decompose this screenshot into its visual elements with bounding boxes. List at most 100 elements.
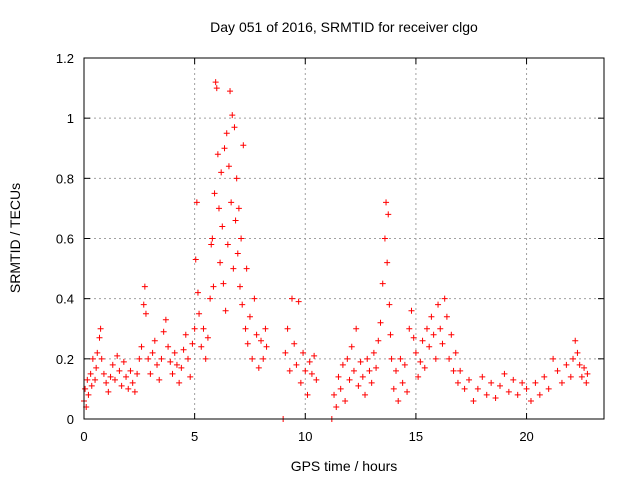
data-point [233,175,240,182]
data-point [450,367,457,374]
y-tick-label: 1 [67,111,74,126]
data-point [123,373,130,380]
x-tick-label: 10 [298,429,312,444]
data-point [432,355,439,362]
data-point [567,373,574,380]
data-point [160,328,167,335]
data-point [295,298,302,305]
data-point [180,346,187,353]
data-point [563,361,570,368]
data-point [145,355,152,362]
data-point [308,370,315,377]
data-point [578,373,585,380]
data-point [194,289,201,296]
data-point [246,313,253,320]
data-point [505,388,512,395]
data-point [255,364,262,371]
y-tick-label: 0 [67,412,74,427]
data-points [81,79,591,422]
data-point [87,370,94,377]
data-point [532,379,539,386]
x-tick-label: 0 [80,429,87,444]
data-point [448,331,455,338]
data-point [154,361,161,368]
data-point [415,373,422,380]
data-point [200,325,207,332]
data-point [263,343,270,350]
data-point [454,379,461,386]
data-point [466,376,473,383]
data-point [457,367,464,374]
data-point [335,373,342,380]
data-point [105,388,112,395]
data-point [381,235,388,242]
x-axis-label: GPS time / hours [291,458,398,474]
data-point [426,343,433,350]
data-point [227,88,234,95]
data-point [492,394,499,401]
grid-lines [84,58,604,419]
data-point [306,358,313,365]
data-point [435,301,442,308]
data-point [214,151,221,158]
data-point [220,280,227,287]
data-point [88,382,95,389]
data-point [158,355,165,362]
data-point [235,205,242,212]
data-point [82,385,89,392]
data-point [574,349,581,356]
data-point [234,250,241,257]
data-point [129,379,136,386]
data-point [289,295,295,302]
data-point [240,142,247,149]
data-point [230,265,237,272]
data-point [192,256,199,263]
data-point [583,379,590,386]
data-point [193,199,200,206]
data-point [461,385,468,392]
data-point [446,355,453,362]
data-point [419,337,426,344]
data-point [399,379,406,386]
data-point [362,391,369,398]
data-point [313,376,320,383]
data-point [209,235,216,242]
data-point [231,124,238,131]
data-point [125,385,132,392]
data-point [151,337,158,344]
data-point [408,307,415,314]
data-point [239,301,246,308]
data-point [576,361,583,368]
data-point [103,379,110,386]
data-point [527,397,534,404]
data-point [348,343,355,350]
data-point [171,349,178,356]
data-point [385,211,392,218]
data-point [297,379,304,386]
data-point [136,355,143,362]
data-point [232,217,239,224]
data-point [284,325,291,332]
data-point [366,367,373,374]
data-point [488,379,495,386]
data-point [368,379,375,386]
data-point [395,397,402,404]
data-point [479,373,486,380]
data-point [111,376,118,383]
data-point [210,283,217,290]
data-point [401,361,408,368]
data-point [357,358,364,365]
data-point [228,199,235,206]
y-tick-label: 0.8 [56,171,74,186]
data-point [293,361,300,368]
data-point [386,301,393,308]
data-point [501,370,508,377]
data-point [196,310,203,317]
data-point [223,130,230,137]
data-point [437,325,444,332]
data-point [302,367,309,374]
data-point [417,358,424,365]
data-point [127,367,134,374]
y-tick-label: 1.2 [56,51,74,66]
